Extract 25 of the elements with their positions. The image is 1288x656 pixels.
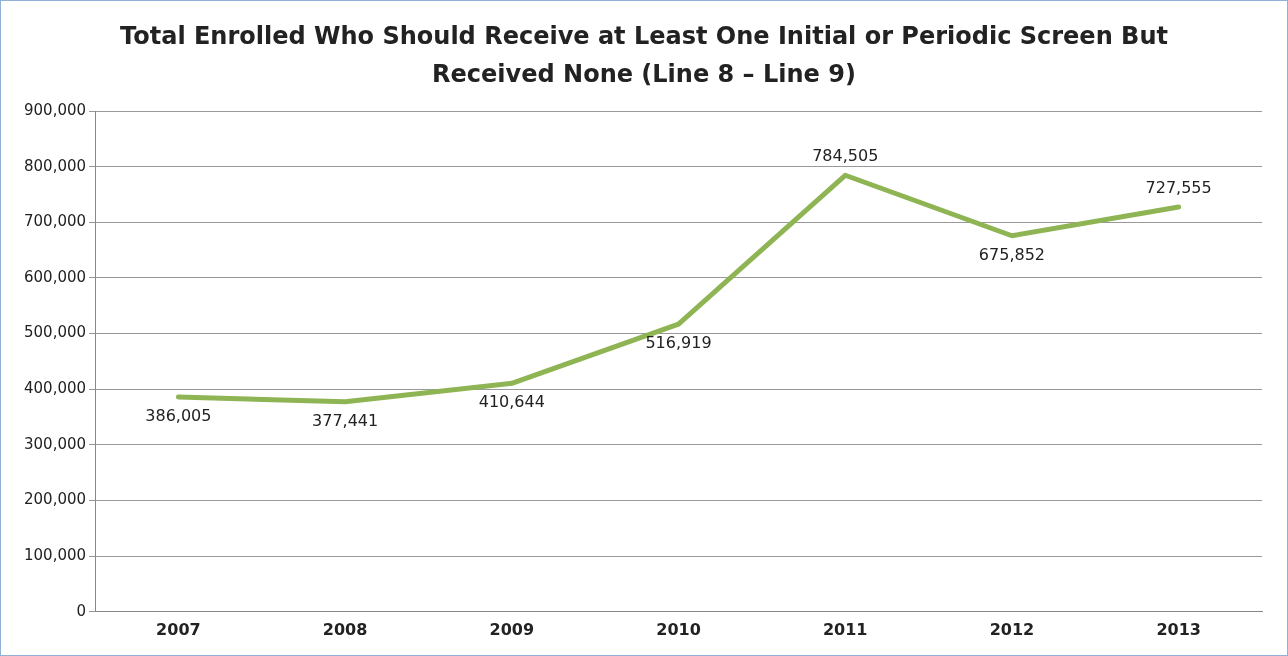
y-tick-label: 100,000 xyxy=(24,546,87,565)
data-label: 377,441 xyxy=(312,410,379,430)
y-tick-label: 200,000 xyxy=(24,490,87,509)
y-tick-label: 700,000 xyxy=(24,212,87,231)
x-tick-label: 2008 xyxy=(322,619,368,639)
y-tick-label: 0 xyxy=(76,601,87,620)
data-label: 410,644 xyxy=(478,392,545,412)
data-label: 727,555 xyxy=(1145,178,1212,198)
x-tick-label: 2010 xyxy=(656,619,701,639)
x-tick-label: 2011 xyxy=(822,619,868,639)
chart-title: Total Enrolled Who Should Receive at Least One Initial or Periodic Screen But Received None (Line 8 – Line 9) xyxy=(119,21,1169,90)
y-tick-label: 300,000 xyxy=(24,434,87,453)
x-tick-label: 2009 xyxy=(489,619,535,639)
y-tick-label: 600,000 xyxy=(24,267,87,286)
data-label: 784,505 xyxy=(812,146,879,166)
data-label: 675,852 xyxy=(978,244,1046,264)
x-tick-label: 2012 xyxy=(989,619,1035,639)
y-tick-label: 500,000 xyxy=(24,323,87,342)
y-tick-label: 400,000 xyxy=(24,379,87,398)
y-tick-label: 900,000 xyxy=(24,100,87,119)
x-tick-label: 2013 xyxy=(1156,619,1201,639)
y-tick-label: 800,000 xyxy=(24,156,87,175)
x-tick-label: 2007 xyxy=(156,619,201,639)
data-label: 516,919 xyxy=(645,333,712,353)
data-label: 386,005 xyxy=(145,406,212,426)
